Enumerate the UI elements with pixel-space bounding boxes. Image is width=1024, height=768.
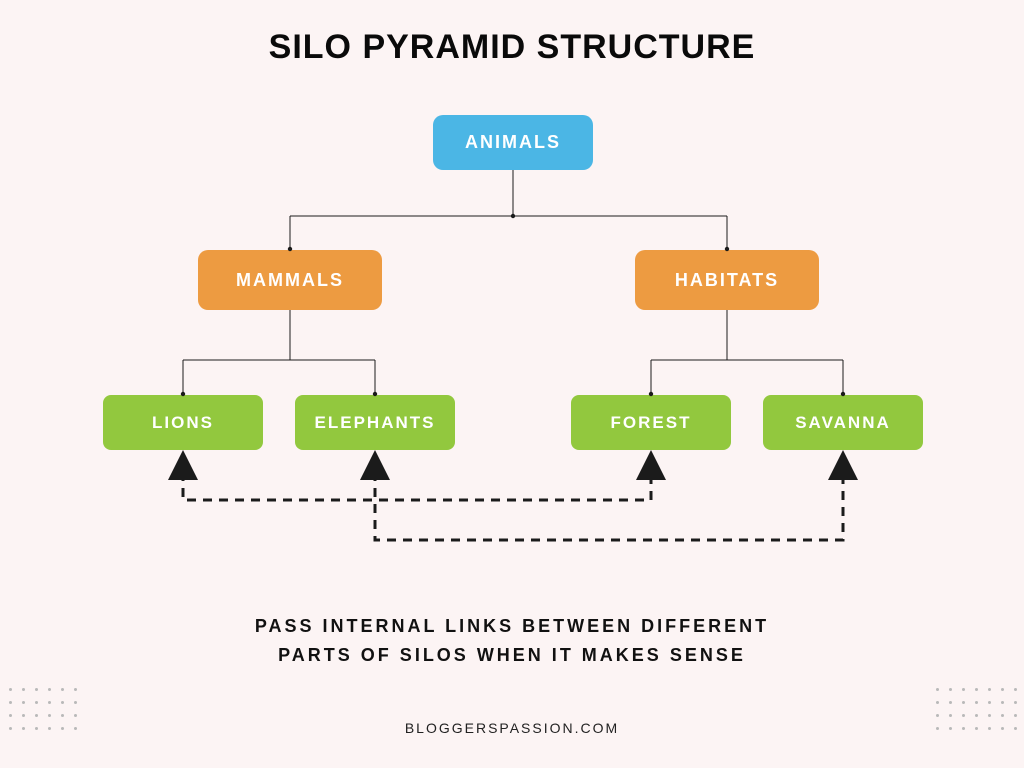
- node-label: LIONS: [152, 413, 214, 433]
- node-elephants: ELEPHANTS: [295, 395, 455, 450]
- node-label: HABITATS: [675, 270, 779, 291]
- node-label: ANIMALS: [465, 132, 561, 153]
- node-lions: LIONS: [103, 395, 263, 450]
- node-forest: FOREST: [571, 395, 731, 450]
- node-label: ELEPHANTS: [315, 413, 436, 433]
- decor-dots-left: [0, 688, 90, 738]
- attribution: BLOGGERSPASSION.COM: [0, 720, 1024, 736]
- canvas: SILO PYRAMID STRUCTURE ANIMALS MAMMALS H…: [0, 0, 1024, 768]
- caption: PASS INTERNAL LINKS BETWEEN DIFFERENT PA…: [0, 612, 1024, 670]
- node-animals: ANIMALS: [433, 115, 593, 170]
- caption-line-1: PASS INTERNAL LINKS BETWEEN DIFFERENT: [0, 612, 1024, 641]
- page-title: SILO PYRAMID STRUCTURE: [0, 28, 1024, 67]
- decor-dots-right: [936, 688, 1024, 738]
- caption-line-2: PARTS OF SILOS WHEN IT MAKES SENSE: [0, 641, 1024, 670]
- node-label: FOREST: [611, 413, 692, 433]
- node-habitats: HABITATS: [635, 250, 819, 310]
- node-label: SAVANNA: [795, 413, 891, 433]
- node-savanna: SAVANNA: [763, 395, 923, 450]
- node-mammals: MAMMALS: [198, 250, 382, 310]
- node-label: MAMMALS: [236, 270, 344, 291]
